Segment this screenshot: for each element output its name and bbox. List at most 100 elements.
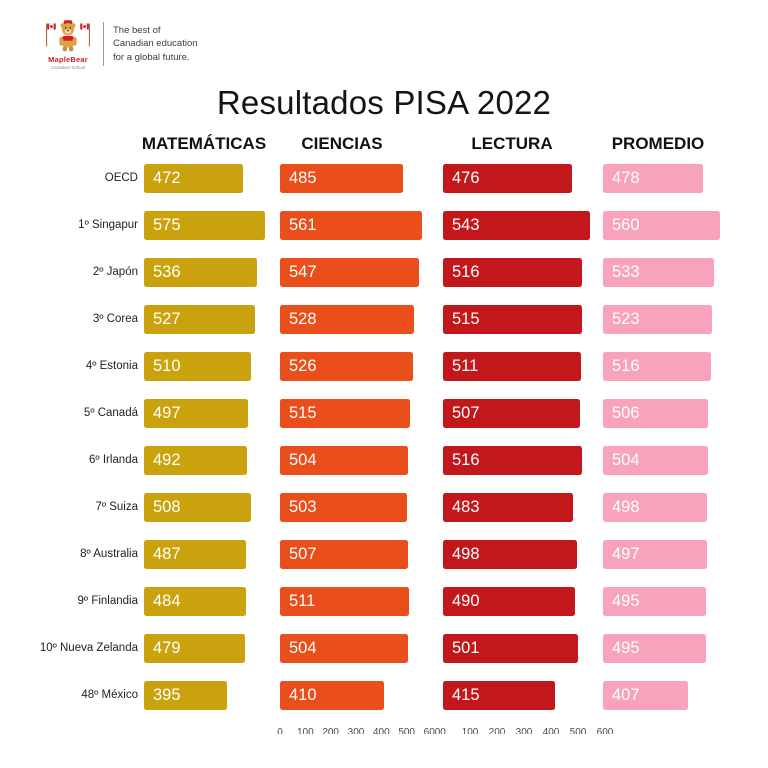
tagline-line-1: The best of — [113, 25, 161, 37]
bar-value-label: 528 — [289, 310, 317, 328]
bar: 516 — [443, 446, 582, 475]
axis-tick-label: 300 — [515, 727, 533, 734]
logo-divider — [103, 22, 104, 66]
bar: 533 — [603, 258, 714, 287]
bar: 504 — [280, 446, 408, 475]
bar-value-label: 478 — [612, 169, 640, 187]
axis-tick-label: 500 — [398, 727, 415, 734]
column-header-ciencias: CIENCIAS — [301, 134, 383, 153]
bar: 516 — [443, 258, 582, 287]
bar-value-label: 506 — [612, 404, 640, 422]
bar-value-label: 516 — [612, 357, 640, 375]
row-label: 6º Irlanda — [89, 454, 138, 466]
bar-value-label: 511 — [452, 357, 479, 375]
bar-value-label: 526 — [289, 357, 317, 375]
axis-tick-label: 600 — [596, 727, 614, 734]
bar: 476 — [443, 164, 572, 193]
bar-value-label: 487 — [153, 545, 181, 563]
bar-value-label: 504 — [612, 451, 640, 469]
bar: 510 — [144, 352, 251, 381]
axis-tick-label: 300 — [347, 727, 365, 734]
bar-value-label: 547 — [289, 263, 317, 281]
bar-value-label: 560 — [612, 216, 640, 234]
axis-tick-label: 200 — [488, 727, 506, 734]
brand-subtitle: Canadian School — [50, 65, 86, 70]
bar-value-label: 507 — [452, 404, 480, 422]
bar: 508 — [144, 493, 251, 522]
maplebear-logo: MapleBear Canadian School The best of Ca… — [42, 18, 198, 70]
bear-with-flags-icon — [46, 20, 90, 52]
row-label: 5º Canadá — [83, 407, 138, 419]
bar: 560 — [603, 211, 720, 240]
bar: 528 — [280, 305, 414, 334]
bar: 523 — [603, 305, 712, 334]
bar-value-label: 495 — [612, 639, 640, 657]
bar-value-label: 492 — [153, 451, 181, 469]
bar-value-label: 485 — [289, 169, 317, 187]
bar-value-label: 497 — [612, 545, 640, 563]
bar: 507 — [443, 399, 580, 428]
bar: 479 — [144, 634, 245, 663]
brand-name: MapleBear — [48, 55, 88, 64]
axis-tick-label: 100 — [296, 727, 314, 734]
bar-value-label: 490 — [452, 592, 480, 610]
bar-value-label: 533 — [612, 263, 640, 281]
bar: 485 — [280, 164, 403, 193]
bar: 516 — [603, 352, 711, 381]
bar-value-label: 515 — [289, 404, 317, 422]
bar: 497 — [603, 540, 707, 569]
bar: 515 — [443, 305, 582, 334]
bar-value-label: 415 — [452, 686, 480, 704]
bar-value-label: 410 — [289, 686, 317, 704]
axis-tick-label: 0 — [277, 727, 283, 734]
bar: 511 — [443, 352, 581, 381]
bar-value-label: 515 — [452, 310, 480, 328]
bar-value-label: 508 — [153, 498, 181, 516]
axis-tick-label: 0 — [440, 727, 446, 734]
row-label: 10º Nueva Zelanda — [39, 642, 138, 654]
tagline-line-2: Canadian education — [113, 38, 198, 50]
bar: 504 — [603, 446, 708, 475]
bar: 501 — [443, 634, 578, 663]
bar: 395 — [144, 681, 227, 710]
row-label: 2º Japón — [92, 266, 138, 278]
bar: 478 — [603, 164, 703, 193]
bar: 504 — [280, 634, 408, 663]
bar: 506 — [603, 399, 708, 428]
bar-value-label: 484 — [153, 592, 181, 610]
bar-value-label: 498 — [612, 498, 640, 516]
bar: 407 — [603, 681, 688, 710]
row-label: 48º México — [81, 689, 138, 701]
bar-value-label: 497 — [153, 404, 181, 422]
row-label: 9º Finlandia — [77, 595, 138, 607]
bar: 536 — [144, 258, 257, 287]
bar: 511 — [280, 587, 409, 616]
bar-value-label: 501 — [452, 639, 480, 657]
bar-value-label: 472 — [153, 169, 181, 187]
bar-value-label: 407 — [612, 686, 640, 704]
bar-value-label: 523 — [612, 310, 640, 328]
bar: 498 — [443, 540, 577, 569]
bar: 495 — [603, 587, 706, 616]
bar-value-label: 476 — [452, 169, 480, 187]
axis-ticks-clipped: 0 100 200 300 400 500 600 0 100 200 300 400 500 600 — [0, 727, 768, 734]
axis-tick-label: 200 — [322, 727, 339, 734]
column-header-promedio: PROMEDIO — [611, 134, 705, 153]
bar: 507 — [280, 540, 408, 569]
bar: 490 — [443, 587, 575, 616]
bar: 492 — [144, 446, 247, 475]
bar-value-label: 516 — [452, 263, 480, 281]
bar: 543 — [443, 211, 590, 240]
bar: 415 — [443, 681, 555, 710]
brand-tagline: The best of Canadian education for a glo… — [113, 24, 198, 64]
bar: 487 — [144, 540, 246, 569]
bar: 547 — [280, 258, 419, 287]
axis-tick-label: 600 — [423, 727, 441, 734]
bar-value-label: 504 — [289, 451, 317, 469]
bar: 410 — [280, 681, 384, 710]
bar-value-label: 479 — [153, 639, 181, 657]
bar-value-label: 561 — [289, 216, 317, 234]
bar-value-label: 511 — [289, 592, 316, 610]
row-label: 4º Estonia — [85, 360, 138, 372]
